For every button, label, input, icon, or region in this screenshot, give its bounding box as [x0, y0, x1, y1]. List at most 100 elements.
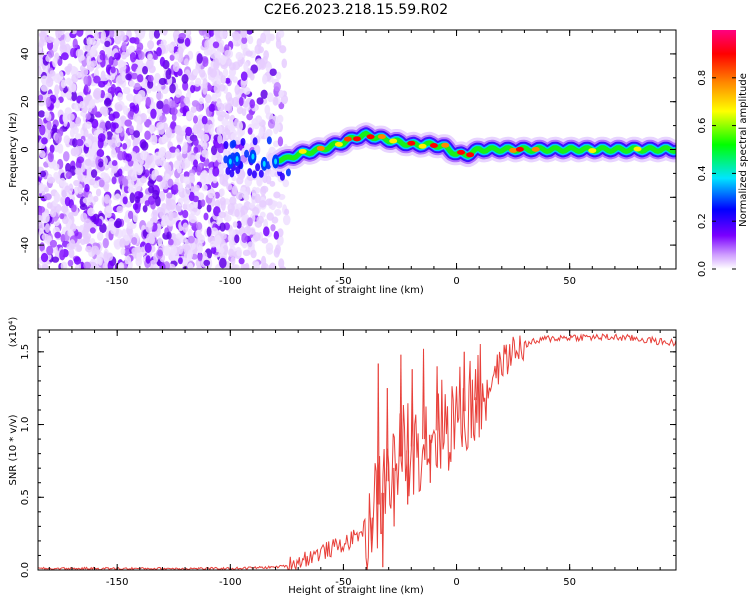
- spectrogram-noise-blob: [152, 189, 160, 200]
- spectrogram-noise-blob: [131, 170, 138, 182]
- spectrogram-noise-blob: [52, 163, 60, 171]
- spectrogram-noise-blob: [174, 88, 182, 98]
- spectrogram-noise-blob: [77, 183, 83, 195]
- spectrogram-noise-blob: [89, 98, 96, 107]
- spectrogram-noise-blob: [226, 183, 233, 191]
- x-tick-label: -100: [219, 276, 242, 287]
- spectrogram-noise-blob: [279, 265, 287, 269]
- spectrogram-noise-blob: [153, 30, 161, 39]
- spectrogram-noise-blob: [266, 247, 274, 255]
- spectrogram-noise-blob: [39, 242, 45, 252]
- spectrogram-noise-blob: [164, 150, 172, 160]
- spectrogram-noise-blob: [258, 60, 267, 70]
- spectrogram-noise-blob: [240, 71, 248, 82]
- spectrogram-noise-blob: [229, 196, 237, 206]
- spectrogram-noise-blob: [41, 233, 49, 241]
- spectrogram-noise-blob: [96, 231, 104, 241]
- spectrogram-noise-blob: [213, 61, 220, 70]
- spectrogram-noise-blob: [270, 224, 276, 232]
- spectrogram-noise-blob: [47, 151, 54, 163]
- spectrogram-noise-blob: [217, 114, 224, 122]
- spectrogram-noise-blob: [38, 68, 43, 76]
- spectrogram-noise-blob: [247, 168, 253, 177]
- spectrogram-noise-blob: [203, 124, 211, 133]
- spectrogram-noise-blob: [256, 97, 264, 105]
- spectrogram-noise-blob: [175, 233, 183, 240]
- spectrogram-noise-blob: [154, 151, 161, 161]
- spectrogram-noise-blob: [86, 37, 93, 47]
- spectrogram-noise-blob: [197, 253, 203, 262]
- snr-spike: [411, 369, 414, 447]
- spectrogram-noise-blob: [105, 205, 113, 214]
- spectrogram-noise-blob: [83, 75, 89, 86]
- spectrogram-hotspot: [466, 152, 475, 158]
- spectrogram-noise-blob: [246, 113, 254, 121]
- spectrogram-noise-blob: [139, 176, 147, 184]
- spectrogram-ridge-layer: [226, 122, 676, 172]
- spectrogram-noise-blob: [144, 200, 150, 207]
- spectrogram-noise-blob: [273, 191, 281, 199]
- spectrogram-noise-blob: [140, 141, 149, 151]
- spectrogram-noise-blob: [72, 126, 79, 135]
- spectrogram-noise-blob: [54, 99, 61, 109]
- spectrogram-noise-blob: [248, 202, 256, 209]
- spectrogram-noise-blob: [240, 137, 246, 146]
- colorbar-tick-label: 0.2: [697, 213, 708, 229]
- spectrogram-noise-blob: [256, 38, 262, 48]
- spectrogram-noise-blob: [209, 48, 218, 60]
- spectrogram-noise-blob: [178, 32, 187, 40]
- spectrogram-noise-blob: [121, 41, 127, 52]
- spectrogram-noise-blob: [43, 186, 49, 193]
- spectrogram-noise-blob: [211, 153, 217, 163]
- spectrogram-noise-blob: [281, 58, 288, 69]
- spectrogram-noise-blob: [213, 83, 221, 94]
- spectrogram-noise-blob: [268, 262, 277, 269]
- spectrogram-noise-blob: [212, 166, 220, 177]
- spectrogram-noise-blob: [241, 108, 247, 116]
- snr-frame: [37, 329, 677, 571]
- spectrogram-noise-blob: [147, 74, 154, 83]
- spectrogram-noise-blob: [275, 38, 282, 50]
- spectrogram-noise-blob: [193, 159, 199, 168]
- figure-title: C2E6.2023.218.15.59.R02: [264, 2, 448, 18]
- spectrogram-noise-blob: [155, 107, 162, 116]
- spectrogram-noise-blob: [207, 189, 215, 199]
- spectrogram-noise-blob: [186, 203, 194, 210]
- spectrogram-noise-blob: [127, 179, 135, 189]
- spectrogram-noise-blob: [114, 145, 121, 153]
- spectrogram-noise-blob: [211, 145, 218, 156]
- spectrogram-noise-blob: [130, 72, 138, 80]
- snr-y-ticks: 0.0 0.5 1.0 1.5: [20, 336, 676, 578]
- spectrogram-noise-blob: [177, 245, 184, 255]
- snr-series-line: [38, 333, 676, 570]
- spectrogram-noise-blob: [76, 145, 82, 156]
- spectrogram-noise-blob: [222, 244, 229, 256]
- spectrogram-noise-blob: [160, 220, 166, 227]
- spectrogram-noise-blob: [117, 168, 123, 177]
- spectrogram-noise-blob: [54, 84, 60, 96]
- spectrogram-noise-blob: [150, 108, 157, 119]
- spectrogram-noise-blob: [112, 111, 120, 119]
- spectrogram-noise-blob: [134, 246, 143, 253]
- spectrogram-noise-blob: [231, 31, 240, 39]
- spectrogram-x-axis-label: Height of straight line (km): [288, 285, 424, 296]
- spectrogram-noise-blob: [198, 97, 205, 105]
- spectrogram-noise-blob: [111, 176, 117, 185]
- spectrogram-noise-blob: [199, 69, 206, 78]
- snr-spike: [463, 351, 466, 412]
- spectrogram-noise-blob: [252, 206, 260, 216]
- spectrogram-noise-blob: [214, 199, 221, 209]
- spectrogram-noise-blob: [75, 138, 84, 147]
- spectrogram-noise-blob: [203, 174, 212, 185]
- spectrogram-noise-blob: [264, 104, 271, 115]
- spectrogram-noise-blob: [99, 223, 107, 234]
- spectrogram-noise-blob: [70, 30, 78, 35]
- colorbar-tick-label: 0.4: [697, 165, 708, 181]
- spectrogram-noise-blob: [195, 222, 203, 231]
- spectrogram-noise-blob: [273, 81, 281, 92]
- spectrogram-noise-blob: [93, 195, 99, 203]
- spectrogram-noise-blob: [97, 133, 106, 143]
- spectrogram-noise-blob: [91, 245, 100, 254]
- spectrogram-noise-blob: [57, 58, 63, 66]
- spectrogram-noise-blob: [41, 263, 49, 269]
